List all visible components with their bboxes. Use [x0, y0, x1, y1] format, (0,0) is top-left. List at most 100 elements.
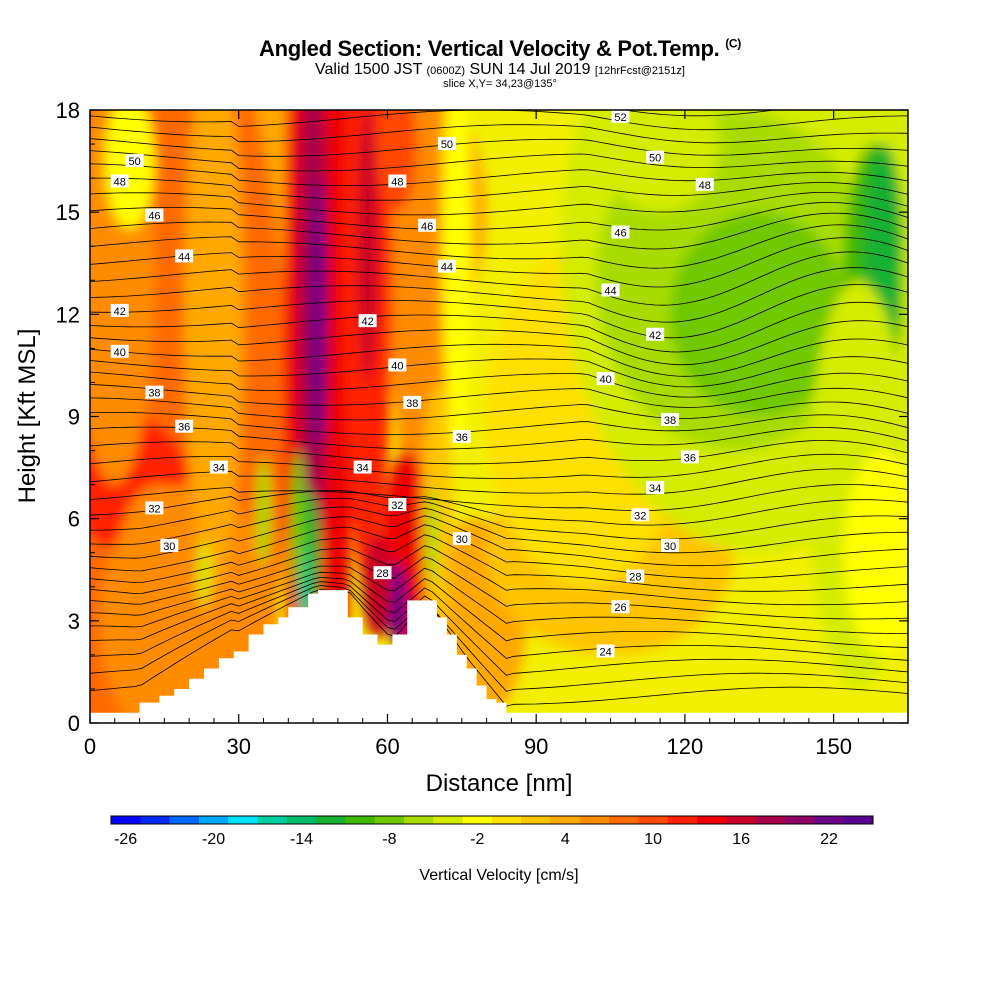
isentropes: [90, 110, 908, 707]
isentrope-line: [90, 338, 908, 377]
isentrope-label: 50: [646, 150, 665, 165]
colorbar-tick-label: -8: [382, 831, 396, 848]
y-tick-label: 0: [68, 711, 80, 736]
isentrope-line: [90, 497, 908, 540]
y-tick-label: 15: [56, 200, 80, 225]
isentrope-label: 46: [611, 225, 630, 240]
colorbar-swatch: [228, 816, 259, 824]
velocity-blob: [441, 110, 472, 451]
colorbar-swatch: [169, 816, 200, 824]
isentrope-label-text: 34: [357, 463, 369, 475]
colorbar-tick-label: 10: [644, 831, 662, 848]
colorbar-frame: [110, 815, 874, 825]
isentrope-line: [90, 576, 908, 661]
isentrope-label: 28: [626, 569, 645, 584]
y-tick-label: 6: [68, 507, 80, 532]
isentrope-label: 46: [145, 208, 164, 223]
isentrope-line: [90, 571, 908, 648]
isentrope-label-bg: [611, 225, 630, 239]
colorbar-tick-label: 4: [561, 831, 570, 848]
colorbar-swatch: [433, 816, 464, 824]
isentrope-label-bg: [403, 395, 422, 409]
isentrope-label-text: 36: [684, 452, 696, 464]
y-tick-label: 12: [56, 302, 80, 327]
isentrope-label: 40: [388, 358, 407, 372]
colorbar-swatch: [316, 816, 346, 824]
isentrope-label: 24: [596, 644, 615, 658]
isentrope-label-bg: [110, 344, 129, 358]
colorbar-tick-label: 22: [820, 831, 838, 848]
isentrope-label-bg: [145, 385, 164, 399]
x-tick-label: 150: [815, 734, 852, 759]
isentrope-label-bg: [646, 150, 665, 164]
isentrope-label-text: 32: [634, 510, 646, 522]
colorbar-swatch: [257, 816, 288, 824]
velocity-blob: [310, 178, 326, 451]
colorbar-swatch: [345, 816, 376, 824]
velocity-blob: [290, 450, 306, 587]
velocity-blob: [387, 562, 408, 645]
isentrope-label-bg: [452, 532, 471, 546]
isentrope-label-bg: [601, 283, 620, 297]
isentrope-line: [90, 397, 908, 421]
isentrope-label-text: 50: [649, 153, 661, 165]
isentrope-line: [90, 284, 908, 339]
colorbar-swatch: [843, 816, 874, 824]
colorbar-swatch: [492, 816, 522, 824]
isentrope-label: 36: [175, 419, 194, 434]
plot-area: 5048464442403836343230525048464442403836…: [90, 110, 908, 723]
colorbar-swatch: [140, 816, 171, 824]
isentrope-line: [90, 224, 908, 269]
isentrope-label: 52: [611, 110, 630, 124]
isentrope-label-text: 30: [456, 534, 468, 546]
isentrope-label: 42: [646, 327, 665, 342]
colorbar-tick-label: -2: [470, 831, 484, 848]
colorbar-swatch: [755, 816, 786, 824]
colorbar-swatch: [404, 816, 434, 824]
isentrope-label-bg: [661, 412, 680, 426]
terrain: [90, 590, 908, 723]
isentrope-label-bg: [418, 218, 437, 232]
isentrope-label: 28: [373, 566, 392, 580]
isentrope-line: [90, 589, 908, 707]
isentrope-label-text: 26: [614, 602, 626, 614]
isentrope-label-text: 46: [148, 211, 160, 223]
colorbar-swatch: [286, 816, 317, 824]
isentrope-label-text: 24: [599, 646, 611, 658]
isentrope-line: [90, 585, 908, 692]
isentrope-line: [90, 267, 908, 323]
isentrope-label-bg: [358, 314, 377, 328]
isentrope-line: [90, 440, 908, 465]
chart-valid-time: Valid 1500 JST (0600Z) SUN 14 Jul 2019 […: [315, 61, 685, 78]
isentrope-label-text: 28: [376, 568, 388, 580]
colorbar-tick-label: 16: [732, 831, 750, 848]
isentrope-line: [90, 191, 908, 216]
x-tick-label: 60: [375, 734, 399, 759]
isentrope-label-text: 34: [649, 483, 661, 495]
isentrope-label-text: 46: [421, 221, 433, 233]
isentrope-label: 32: [388, 498, 407, 512]
isentrope-label-text: 38: [148, 388, 160, 400]
colorbar-swatch: [726, 816, 757, 824]
velocity-blob: [670, 212, 849, 417]
chart-title: Angled Section: Vertical Velocity & Pot.…: [258, 36, 741, 61]
x-tick-label: 90: [524, 734, 548, 759]
isentrope-line: [90, 506, 908, 554]
isentrope-label-text: 48: [699, 180, 711, 192]
isentrope-label: 44: [437, 259, 456, 274]
isentrope-label-bg: [353, 460, 372, 474]
isentrope-label-text: 40: [599, 374, 611, 386]
isentrope-label-text: 28: [629, 572, 641, 584]
isentrope-line: [90, 411, 908, 435]
isentrope-label-bg: [695, 177, 714, 191]
isentrope-label-text: 36: [178, 422, 190, 434]
isentrope-line: [90, 320, 908, 366]
isentrope-line: [90, 237, 908, 288]
isentrope-label-bg: [626, 569, 645, 583]
isentrope-label-text: 38: [664, 415, 676, 427]
isentrope-label: 46: [418, 218, 437, 233]
isentrope-line: [90, 484, 908, 512]
x-axis-label: Distance [nm]: [426, 770, 573, 797]
isentrope-label-text: 52: [614, 112, 626, 124]
